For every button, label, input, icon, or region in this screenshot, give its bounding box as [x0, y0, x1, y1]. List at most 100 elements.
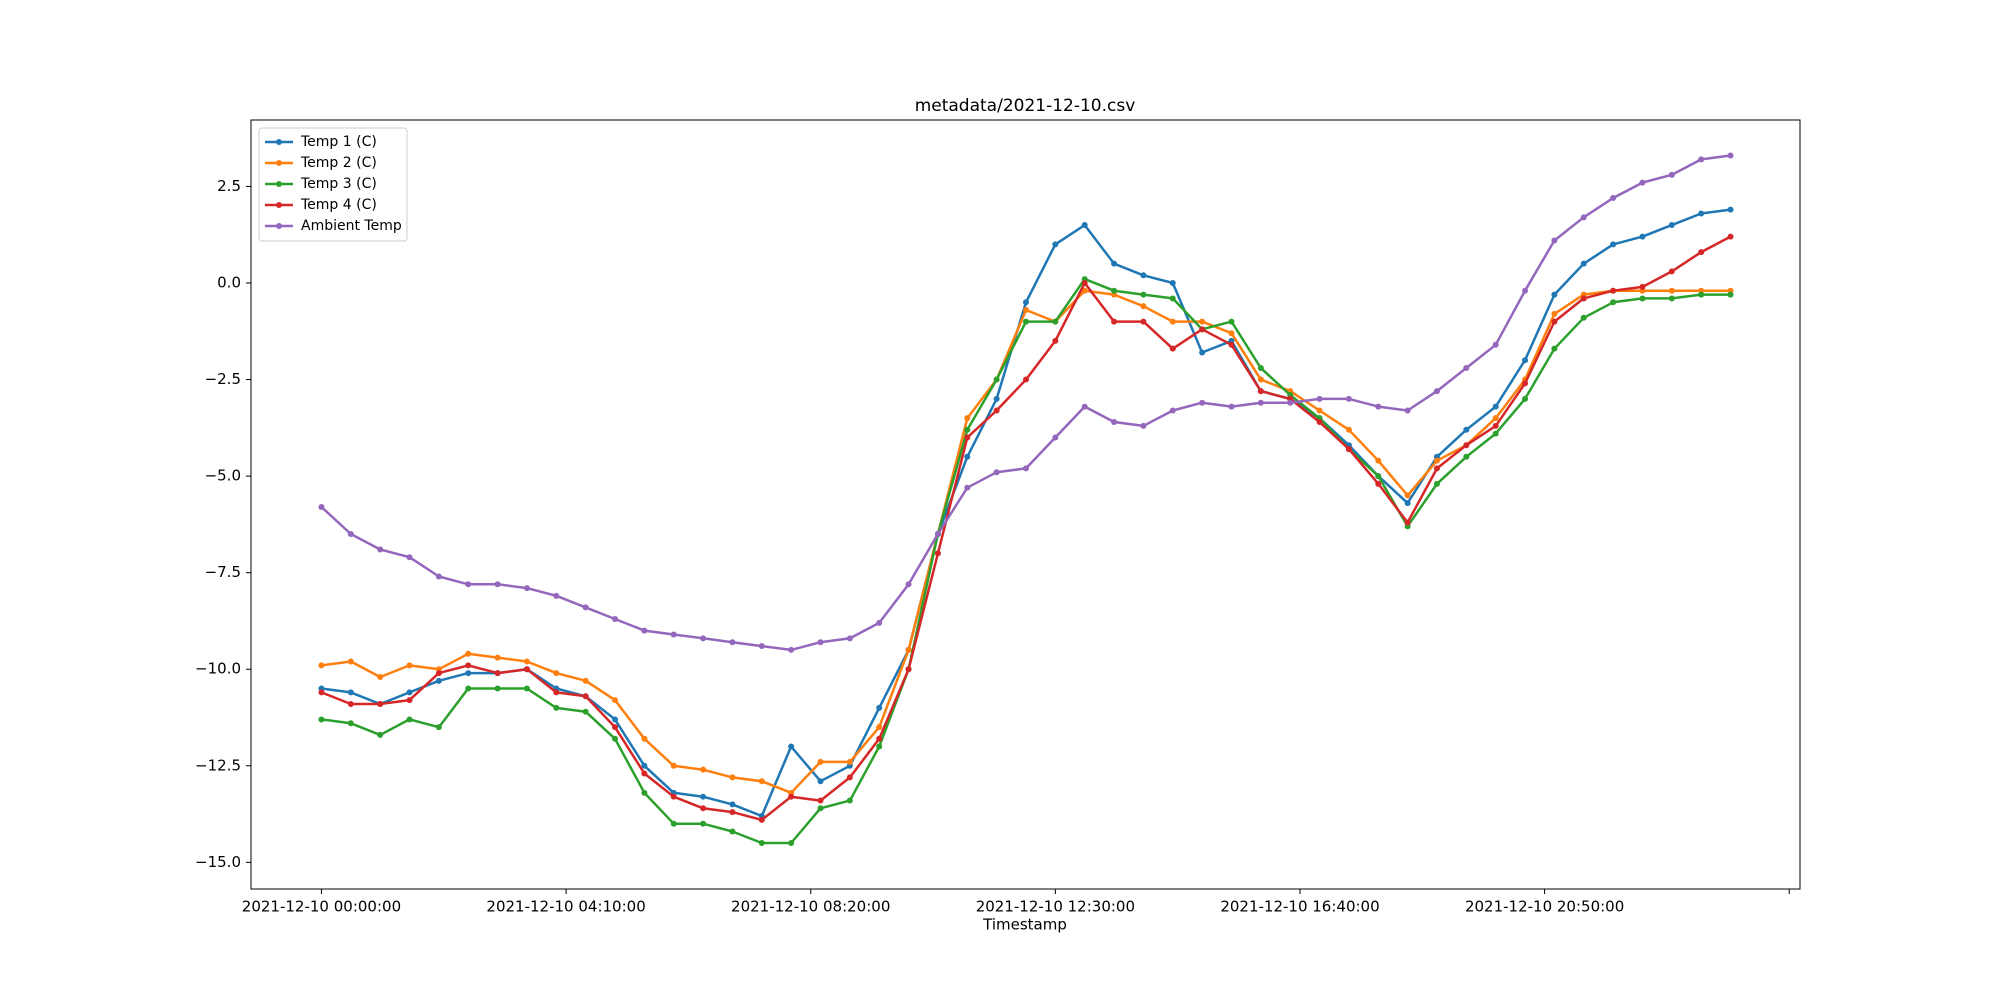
data-point	[1375, 403, 1382, 410]
data-point	[1111, 260, 1118, 267]
data-point	[817, 778, 824, 785]
data-point	[377, 546, 384, 553]
data-point	[465, 670, 472, 677]
data-point	[1551, 345, 1558, 352]
data-point	[1169, 407, 1176, 414]
data-point	[905, 666, 912, 673]
data-point	[1492, 430, 1499, 437]
data-point	[1668, 295, 1675, 302]
data-point	[1345, 395, 1352, 402]
data-point	[1492, 403, 1499, 410]
x-tick-label: 2021-12-10 16:40:00	[1220, 898, 1379, 916]
data-point	[494, 654, 501, 661]
data-point	[553, 689, 560, 696]
data-point	[1727, 206, 1734, 213]
data-point	[318, 716, 325, 723]
data-point	[1433, 457, 1440, 464]
data-point	[1404, 519, 1411, 526]
legend-box	[258, 127, 408, 242]
data-point	[670, 793, 677, 800]
data-point	[934, 531, 941, 538]
data-point	[1111, 419, 1118, 426]
data-point	[729, 809, 736, 816]
data-point	[406, 689, 413, 696]
data-point	[406, 554, 413, 561]
data-point	[876, 619, 883, 626]
data-point	[612, 716, 619, 723]
data-point	[1610, 241, 1617, 248]
data-point	[1081, 287, 1088, 294]
y-tick-label: −5.0	[205, 467, 241, 485]
data-point	[435, 677, 442, 684]
data-point	[1022, 307, 1029, 314]
data-point	[553, 670, 560, 677]
data-point	[1492, 341, 1499, 348]
data-point	[553, 592, 560, 599]
data-point	[1081, 403, 1088, 410]
data-point	[758, 643, 765, 650]
data-point	[1639, 295, 1646, 302]
x-tick-label: 2021-12-10 04:10:00	[486, 898, 645, 916]
data-point	[1522, 357, 1529, 364]
data-point	[1140, 318, 1147, 325]
data-point	[1551, 237, 1558, 244]
data-point	[817, 639, 824, 646]
data-point	[1316, 395, 1323, 402]
data-point	[1081, 222, 1088, 229]
data-point	[758, 778, 765, 785]
data-point	[494, 670, 501, 677]
data-point	[1316, 419, 1323, 426]
data-point	[934, 550, 941, 557]
data-point	[1433, 480, 1440, 487]
data-point	[700, 635, 707, 642]
data-point	[1492, 422, 1499, 429]
data-point	[964, 426, 971, 433]
data-point	[612, 697, 619, 704]
data-point	[1081, 279, 1088, 286]
data-point	[1345, 446, 1352, 453]
data-point	[1228, 341, 1235, 348]
data-point	[993, 469, 1000, 476]
data-point	[1257, 364, 1264, 371]
data-point	[347, 689, 354, 696]
data-point	[1111, 287, 1118, 294]
data-point	[1522, 287, 1529, 294]
data-point	[465, 685, 472, 692]
data-point	[523, 585, 530, 592]
data-point	[817, 758, 824, 765]
x-tick-label: 2021-12-10 20:50:00	[1465, 898, 1624, 916]
data-point	[817, 797, 824, 804]
data-point	[582, 677, 589, 684]
data-point	[700, 793, 707, 800]
data-point	[1727, 233, 1734, 240]
data-point	[1639, 233, 1646, 240]
legend-label: Ambient Temp	[301, 218, 402, 234]
data-point	[377, 700, 384, 707]
data-point	[817, 805, 824, 812]
data-point	[641, 735, 648, 742]
data-point	[1580, 260, 1587, 267]
plot-frame	[250, 119, 1801, 890]
data-point	[1228, 318, 1235, 325]
data-point	[612, 735, 619, 742]
data-point	[406, 697, 413, 704]
data-point	[905, 581, 912, 588]
data-point	[435, 724, 442, 731]
data-point	[1316, 407, 1323, 414]
data-point	[964, 453, 971, 460]
legend-marker	[276, 223, 282, 229]
data-point	[1610, 195, 1617, 202]
data-point	[641, 762, 648, 769]
data-point	[465, 650, 472, 657]
data-point	[494, 581, 501, 588]
data-point	[553, 704, 560, 711]
data-point	[406, 716, 413, 723]
data-point	[1580, 314, 1587, 321]
data-point	[1580, 214, 1587, 221]
data-point	[788, 840, 795, 847]
y-tick-label: −7.5	[205, 563, 241, 581]
data-point	[1404, 500, 1411, 507]
x-tick-label: 2021-12-10 12:30:00	[976, 898, 1135, 916]
data-point	[1228, 403, 1235, 410]
